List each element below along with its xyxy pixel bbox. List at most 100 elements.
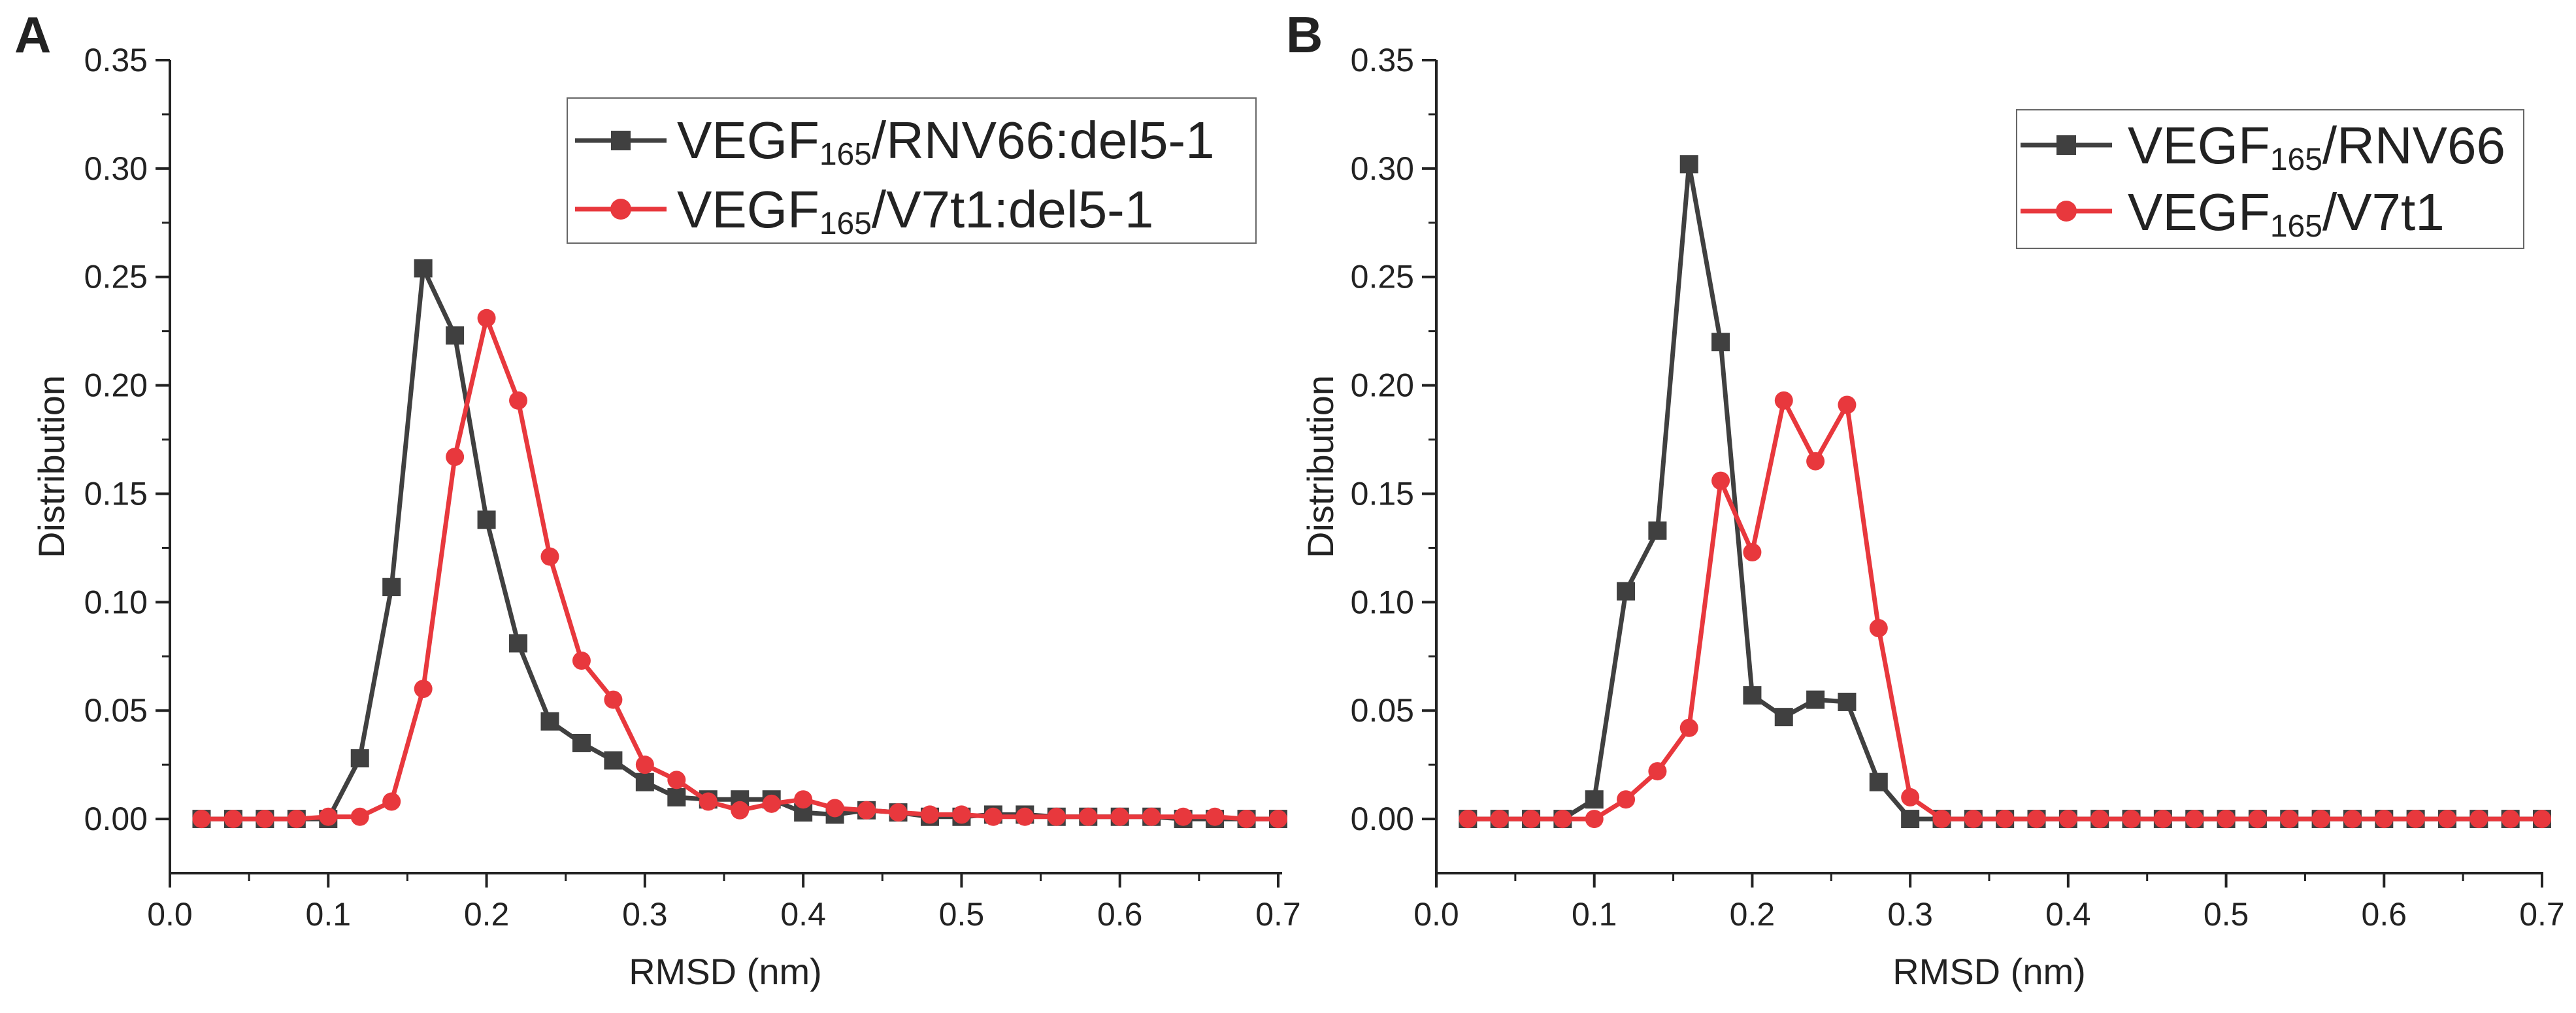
legend-label-1-post: /V7t1 [2322, 183, 2445, 241]
data-point-circle [1679, 718, 1698, 737]
data-point-circle [1522, 810, 1541, 829]
chart-panel-a: A 0.0 0.1 0.2 0.3 0.4 0.5 0.6 0.7 0.00 0.05 0.10 0.… [14, 6, 1301, 992]
data-point-circle [2437, 810, 2456, 829]
data-point-circle [1237, 810, 1256, 829]
data-point-circle [2343, 810, 2362, 829]
data-point-circle [1648, 762, 1667, 781]
y-axis-label: Distribution [1300, 375, 1341, 558]
x-tick-label: 0.6 [1097, 896, 1143, 933]
legend: VEGF165/RNV66 VEGF165/V7t1 [2016, 109, 2524, 249]
data-point-circle [2533, 810, 2551, 829]
data-point-circle [889, 803, 908, 822]
y-tick-label: 0.30 [84, 150, 148, 187]
legend-label-1-pre: VEGF [2128, 183, 2270, 241]
data-point-circle [1806, 452, 1825, 471]
data-point-square [1806, 690, 1825, 709]
x-tick-label: 0.3 [622, 896, 668, 933]
data-point-circle [604, 690, 623, 709]
data-point-square [477, 510, 496, 529]
data-point-square [1869, 772, 1888, 791]
legend-label-0-post: /RNV66:del5-1 [872, 111, 1215, 169]
data-point-square [572, 733, 591, 752]
data-point-circle [1774, 391, 1793, 410]
data-point-circle [1110, 807, 1129, 826]
data-point-circle [1269, 810, 1287, 829]
data-point-circle [1996, 810, 2015, 829]
data-point-circle [1490, 810, 1509, 829]
data-point-square [1679, 155, 1698, 174]
legend: VEGF165/RNV66:del5-1 VEGF165/V7t1:del5-1 [567, 97, 1257, 244]
data-point-circle [2185, 810, 2204, 829]
data-point-circle [1743, 543, 1762, 562]
data-point-circle [2311, 810, 2330, 829]
data-point-square [1774, 708, 1793, 727]
data-point-circle [1838, 395, 1857, 414]
data-point-square [1711, 333, 1730, 352]
legend-marker-circle [610, 199, 631, 220]
legend-box [567, 97, 1257, 244]
data-point-circle [572, 651, 591, 670]
data-point-circle [223, 810, 242, 829]
data-point-circle [1047, 807, 1066, 826]
data-point-square [1585, 790, 1604, 809]
x-axis-label: RMSD (nm) [629, 951, 822, 992]
data-point-circle [667, 771, 686, 789]
data-point-square [509, 634, 528, 653]
data-point-circle [825, 799, 844, 818]
x-tick-label: 0.2 [1730, 896, 1775, 933]
y-tick-label: 0.05 [1351, 692, 1414, 729]
legend-label-1: VEGF165/V7t1:del5-1 [677, 180, 1153, 241]
data-point-square [414, 259, 433, 278]
data-point-circle [1142, 807, 1161, 826]
legend-label-1-pre: VEGF [677, 180, 819, 239]
data-point-circle [1617, 790, 1636, 809]
legend-box [2016, 109, 2524, 249]
data-point-circle [350, 807, 369, 826]
data-point-square [635, 772, 654, 791]
y-tick-label: 0.30 [1351, 150, 1414, 187]
y-tick-label: 0.25 [84, 259, 148, 295]
data-point-square [446, 326, 465, 345]
data-point-circle [794, 790, 813, 809]
data-point-circle [731, 801, 750, 820]
data-point-square [1743, 686, 1762, 705]
legend-label-0-pre: VEGF [677, 111, 819, 169]
panel-label: B [1286, 6, 1323, 63]
y-tick-label: 0.00 [84, 801, 148, 837]
data-point-circle [509, 391, 528, 410]
data-point-square [1901, 810, 1920, 829]
data-point-circle [699, 792, 718, 811]
data-point-circle [2406, 810, 2425, 829]
x-tick-label: 0.5 [2204, 896, 2249, 933]
data-point-circle [952, 805, 971, 824]
data-point-circle [192, 810, 211, 829]
y-tick-label: 0.00 [1351, 801, 1414, 837]
data-point-circle [1901, 788, 1920, 806]
data-point-circle [2153, 810, 2172, 829]
data-point-circle [1711, 471, 1730, 490]
data-point-square [350, 749, 369, 768]
data-point-square [604, 751, 623, 770]
data-point-circle [1553, 810, 1572, 829]
data-point-circle [256, 810, 274, 829]
y-tick-label: 0.35 [84, 42, 148, 78]
data-point-circle [635, 756, 654, 774]
x-tick-label: 0.2 [464, 896, 510, 933]
legend-label-0-sub: 165 [819, 137, 872, 172]
data-point-circle [540, 547, 559, 566]
data-point-circle [1079, 807, 1098, 826]
x-tick-label: 0.4 [2045, 896, 2091, 933]
series-line-0 [201, 266, 1278, 822]
data-point-circle [1964, 810, 1983, 829]
chart-panel-b: B 0.0 0.1 0.2 0.3 0.4 0.5 0.6 0.7 0.00 0.05 0.10 0.… [1286, 6, 2565, 992]
y-tick-label: 0.25 [1351, 259, 1414, 295]
data-point-square [1617, 582, 1636, 601]
legend-label-1: VEGF165/V7t1 [2128, 183, 2445, 244]
legend-label-0-sub: 165 [2270, 142, 2322, 177]
data-point-circle [920, 805, 939, 824]
data-point-square [667, 788, 686, 806]
data-point-circle [857, 801, 876, 820]
data-point-circle [477, 308, 496, 327]
x-axis-label: RMSD (nm) [1892, 951, 2086, 992]
